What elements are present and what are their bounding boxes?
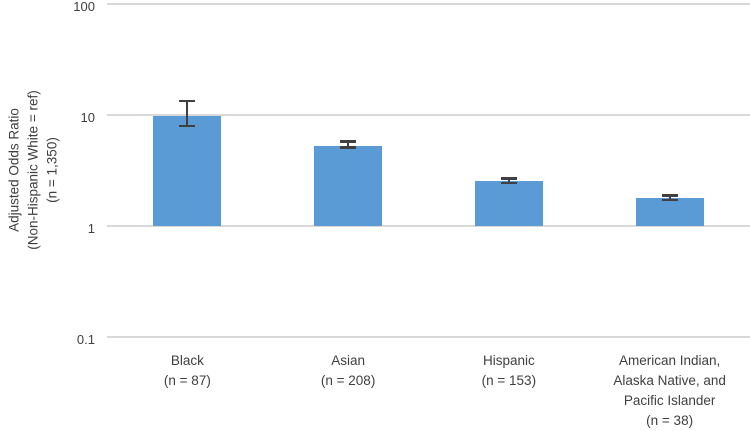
error-bar-cap-bottom (179, 124, 196, 128)
bar-black (153, 116, 222, 226)
y-tick-label-100: 100 (73, 0, 95, 14)
gridline-0.1 (107, 336, 750, 338)
error-bar-cap-top (179, 99, 196, 103)
error-bar-cap-bottom (661, 198, 678, 202)
x-axis-category-label: American Indian, Alaska Native, and Paci… (613, 353, 726, 428)
bar-asian (314, 145, 383, 226)
error-bar-cap-bottom (500, 181, 517, 185)
gridline-100 (107, 3, 750, 5)
y-axis-title: Adjusted Odds Ratio (Non-Hispanic White … (6, 90, 60, 250)
error-bar-cap-bottom (340, 146, 357, 149)
bar-hispanic (474, 180, 543, 226)
y-tick-label-0.1: 0.1 (76, 332, 95, 347)
error-bar-cap-top (340, 140, 357, 143)
x-axis-category-label: Hispanic (n = 153) (481, 353, 537, 388)
error-bar-stem (186, 100, 189, 126)
error-bar-cap-top (500, 177, 517, 180)
x-axis-category-label: Asian (n = 208) (320, 353, 376, 388)
x-axis-category-label: Black (n = 87) (163, 353, 211, 388)
gridline-1 (107, 225, 750, 227)
gridline-10 (107, 114, 750, 116)
error-bar-stem (507, 178, 510, 183)
error-bar-cap-top (661, 194, 678, 197)
error-bar-stem (347, 141, 350, 148)
y-tick-label-1: 1 (87, 221, 95, 236)
error-bar-stem (668, 195, 671, 200)
bar-american-indian-alaska-native-and-pacific-islander (635, 197, 704, 226)
y-tick-label-10: 10 (80, 110, 95, 125)
